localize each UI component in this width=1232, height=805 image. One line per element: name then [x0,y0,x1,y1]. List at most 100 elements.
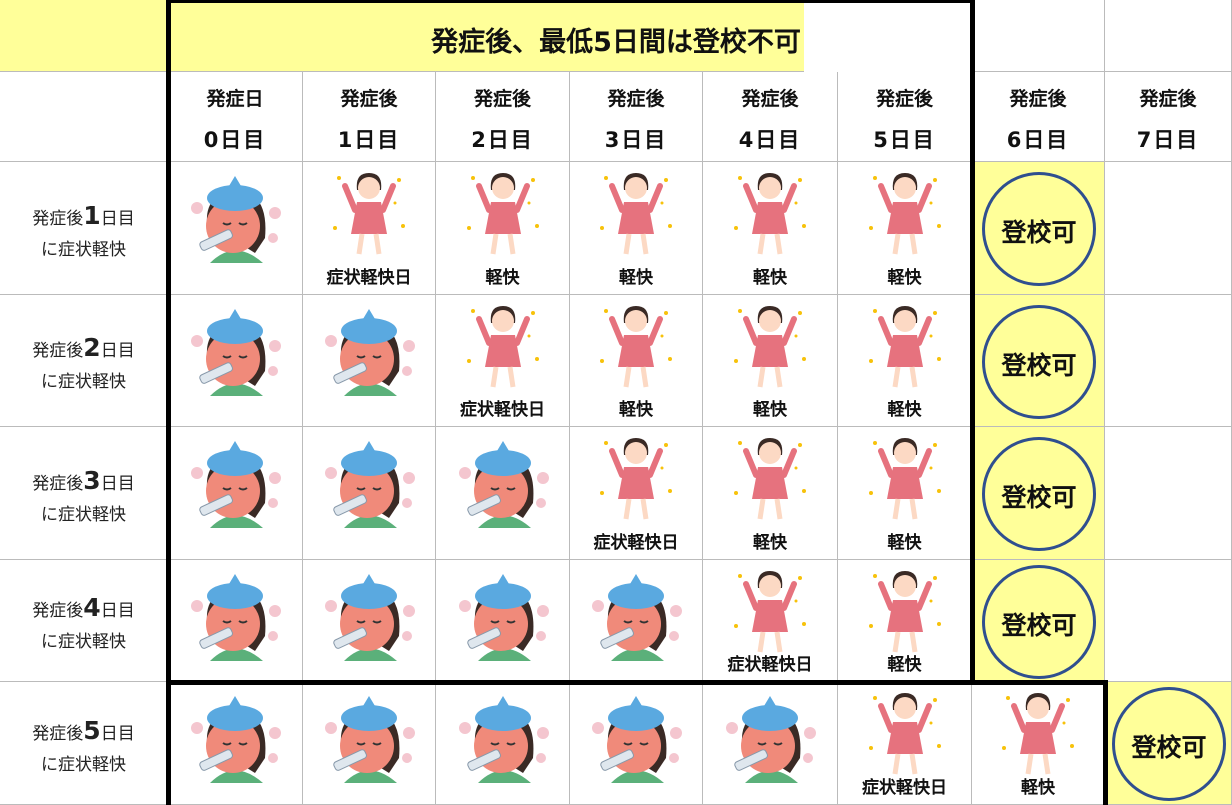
status-cell: 症状軽快日 [303,162,436,295]
label-part: 日目 [101,341,135,361]
status-cell [168,682,303,805]
status-cell: 症状軽快日 [703,560,838,682]
status-cell: 軽快 [838,162,972,295]
label-part: 発症後 [32,601,83,621]
icon-wrap [838,433,971,527]
status-cell: 症状軽快日 [570,427,703,560]
caption: 軽快 [436,263,569,288]
day-top: 発症後 [972,84,1104,111]
row-label-line2: に症状軽快 [0,500,167,525]
ok-cell: 登校可 [972,427,1105,560]
day-header: 発症日0日目 [168,72,303,162]
day-top: 発症後 [703,84,837,111]
well-icon [463,168,543,258]
ok-text: 登校可 [985,346,1093,382]
icon-wrap [570,566,702,670]
status-cell [168,427,303,560]
status-cell [436,560,570,682]
label-part: 1 [83,201,100,230]
icon-wrap [168,566,302,670]
sick-icon [453,688,553,788]
row-label-line: 発症後4日目 [0,593,167,622]
caption: 軽快 [838,650,971,675]
icon-wrap [838,301,971,395]
ok-cell: 登校可 [972,162,1105,295]
day-header: 発症後2日目 [436,72,570,162]
caption: 軽快 [703,263,837,288]
caption: 症状軽快日 [838,773,971,798]
page: 発症後、最低5日間は登校不可発症日0日目発症後1日目発症後2日目発症後3日目発症… [0,0,1232,805]
icon-wrap [436,433,569,537]
row-label-line: 発症後1日目 [0,201,167,230]
sick-icon [453,566,553,666]
label-part: 日目 [101,601,135,621]
row-label-line: 発症後2日目 [0,333,167,362]
thick-border [1103,680,1108,805]
sick-icon [586,688,686,788]
day-bottom: 3日目 [570,124,702,154]
caption: 軽快 [570,395,702,420]
ok-circle: 登校可 [982,172,1096,286]
blank [1105,560,1232,682]
status-cell [168,295,303,427]
thick-border [970,0,975,685]
icon-wrap [303,168,435,262]
day-top: 発症日 [168,84,302,111]
label-part: 日目 [101,474,135,494]
status-cell [168,162,303,295]
well-icon [730,433,810,523]
caption: 軽快 [838,395,971,420]
day-bottom: 4日目 [703,124,837,154]
icon-wrap [703,433,837,527]
caption: 症状軽快日 [570,528,702,553]
day-top: 発症後 [303,84,435,111]
well-icon [865,433,945,523]
sick-icon [720,688,820,788]
thick-border [166,680,1108,685]
well-icon [865,301,945,391]
well-icon [998,688,1078,778]
label-part: 日目 [101,724,135,744]
caption: 症状軽快日 [303,263,435,288]
row-label: 発症後3日目に症状軽快 [0,427,168,560]
icon-wrap [168,688,302,792]
icon-wrap [703,301,837,395]
icon-wrap [436,168,569,262]
ok-cell: 登校可 [1105,682,1232,805]
ok-text: 登校可 [985,478,1093,514]
caption: 軽快 [703,528,837,553]
day-bottom: 5日目 [838,124,971,154]
well-icon [596,168,676,258]
icon-wrap [303,688,435,792]
label-part: 発症後 [32,209,83,229]
well-icon [596,433,676,523]
row-label-line: 発症後3日目 [0,466,167,495]
day-header: 発症後 4日目 [703,72,838,162]
status-cell [303,682,436,805]
icon-wrap [570,433,702,527]
icon-wrap [838,688,971,782]
icon-wrap [168,433,302,537]
status-cell: 軽快 [703,295,838,427]
status-cell [303,427,436,560]
sick-icon [319,566,419,666]
ok-cell: 登校可 [972,295,1105,427]
ok-circle: 登校可 [982,305,1096,419]
well-icon [730,168,810,258]
row-label: 発症後4日目に症状軽快 [0,560,168,682]
day-header: 発症後7日目 [1105,72,1232,162]
sick-icon [185,168,285,268]
day-bottom: 6日目 [972,124,1104,154]
well-icon [865,566,945,656]
row-label-line2: に症状軽快 [0,235,167,260]
day-header: 発症後1日目 [303,72,436,162]
caption: 軽快 [838,528,971,553]
status-cell [570,682,703,805]
row-label-line2: に症状軽快 [0,750,167,775]
icon-wrap [570,301,702,395]
status-cell: 症状軽快日 [436,295,570,427]
ok-text: 登校可 [985,606,1093,642]
sick-icon [453,433,553,533]
label-part: 日目 [101,209,135,229]
status-cell [436,427,570,560]
